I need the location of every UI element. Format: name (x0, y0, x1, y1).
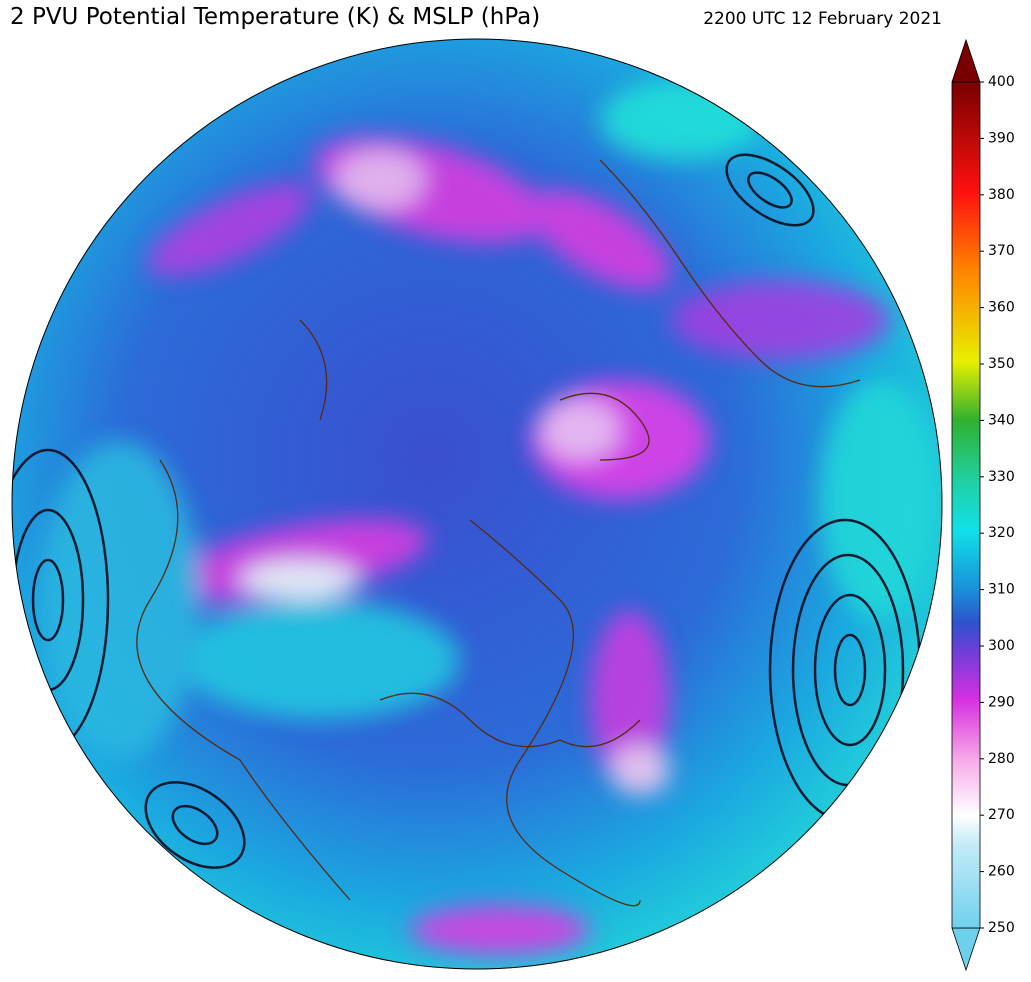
title: 2 PVU Potential Temperature (K) & MSLP (… (10, 4, 540, 30)
colorbar-tick-label: 280 (988, 751, 1015, 767)
map (12, 39, 942, 969)
colorbar-tick-label: 260 (988, 864, 1015, 880)
colorbar-tick-label: 270 (988, 807, 1015, 823)
colorbar-body (951, 81, 981, 929)
colorbar-tick-label: 250 (988, 920, 1015, 936)
globe-outline (11, 38, 943, 970)
colorbar-tick-label: 380 (988, 187, 1015, 203)
colorbar-tick-label: 340 (988, 412, 1015, 428)
colorbar-max-arrow (951, 38, 981, 83)
colorbar-tick-label: 300 (988, 638, 1015, 654)
colorbar-tick-label: 310 (988, 582, 1015, 598)
colorbar-tick-label: 330 (988, 469, 1015, 485)
colorbar-tick-label: 390 (988, 130, 1015, 146)
colorbar-tick-label: 290 (988, 694, 1015, 710)
colorbar-tick-label: 350 (988, 356, 1015, 372)
colorbar-tick-label: 360 (988, 300, 1015, 316)
colorbar: 250 260 270 280 290 300 310 320 330 340 350 360 370 3… (951, 38, 1015, 972)
colorbar-min-arrow (951, 927, 981, 972)
colorbar-tick-label: 370 (988, 243, 1015, 259)
colorbar-tick-label: 400 (988, 74, 1015, 90)
coastlines (136, 159, 861, 907)
timestamp: 2200 UTC 12 February 2021 (703, 9, 942, 29)
colorbar-tick-label: 320 (988, 525, 1015, 541)
